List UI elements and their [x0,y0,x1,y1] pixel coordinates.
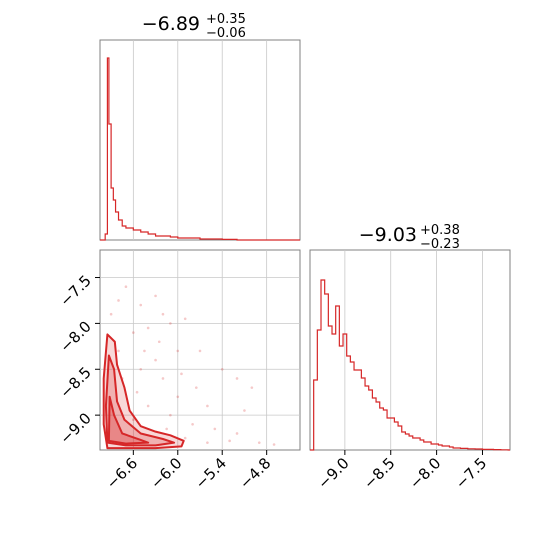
scatter-points [109,285,276,446]
scatter-point [146,404,150,408]
y-tick-labels-joint: −7.5 −8.0 −8.5 −9.0 [56,272,100,448]
scatter-point [243,409,246,412]
scatter-point [132,418,135,422]
scatter-point [109,312,113,316]
scatter-point [220,367,224,371]
x-tick-label: −8.5 [360,454,398,492]
scatter-point [117,299,120,302]
title-x1-main: −6.89 [142,13,200,35]
scatter-point [213,427,217,431]
scatter-point [235,432,239,435]
scatter-point [272,443,276,446]
scatter-point [235,377,239,380]
histogram-step-line [310,279,510,451]
scatter-point [154,294,157,298]
scatter-point [139,367,143,371]
x-tick-label: −6.6 [103,454,141,492]
contour-inner [107,395,150,445]
histogram-bars-x2 [310,279,510,451]
y-tick-label: −8.5 [56,363,94,401]
gridlines-x1 [132,40,268,240]
scatter-point [180,372,183,376]
x-tick-label: −8.0 [406,454,444,492]
x-tick-label: −6.0 [147,454,185,492]
scatter-point [157,340,161,344]
contour-middle [104,354,176,447]
scatter-point [117,349,120,353]
axes-frame-x2 [309,249,511,451]
scatter-point [143,349,146,353]
scatter-point [169,413,172,417]
scatter-point [135,390,139,394]
histogram-bars-x1 [100,57,300,241]
title-x1: −6.89 [142,13,200,35]
y-tick-label: −9.0 [56,409,94,447]
scatter-point [161,377,165,380]
x-tick-label: −9.0 [314,454,352,492]
scatter-point [165,427,168,431]
gridlines-x2 [344,250,483,450]
title-x1-sup: +0.35 [206,12,246,27]
scatter-point [183,436,187,440]
scatter-point [132,331,135,334]
scatter-point [228,439,231,443]
scatter-point [250,386,254,389]
x-tick-label: −7.5 [452,454,490,492]
scatter-point [257,441,261,444]
scatter-point [183,317,187,321]
scatter-point [139,303,143,307]
joint-density-panel: −6.6 −6.0 −5.4 −4.8 −7.5 −8.0 −8.5 −9.0 [56,249,301,493]
y-tick-label: −8.0 [56,317,94,355]
y-tick-label: −7.5 [56,272,94,310]
scatter-point [161,312,165,316]
scatter-point [206,404,209,408]
scatter-point [124,285,128,288]
scatter-point [191,423,194,426]
scatter-point [169,322,172,325]
scatter-point [176,349,180,353]
x-tick-labels-joint: −6.6 −6.0 −5.4 −4.8 [103,450,274,493]
title-x2: −9.03 [359,224,417,246]
scatter-point [154,358,157,362]
x-tick-label: −4.8 [236,454,274,492]
title-x2-sub: −0.23 [420,237,460,252]
marginal-histogram-x1: −6.89 +0.35 −0.06 [99,12,301,241]
scatter-point [198,349,202,353]
scatter-point [176,395,180,399]
title-x1-sub: −0.06 [206,26,246,41]
axes-frame-x1 [99,39,301,241]
marginal-histogram-x2: −9.0 −8.5 −8.0 −7.5 −9.03 +0.38 −0.23 [309,223,511,493]
density-contours [102,333,185,450]
scatter-point [146,326,150,330]
x-tick-label: −5.4 [192,454,230,492]
scatter-point [206,441,209,444]
histogram-step-line [100,57,300,241]
x-tick-labels-x2: −9.0 −8.5 −8.0 −7.5 [314,450,490,493]
title-x2-sup: +0.38 [420,223,460,238]
scatter-point [194,386,198,389]
title-x2-main: −9.03 [359,224,417,246]
